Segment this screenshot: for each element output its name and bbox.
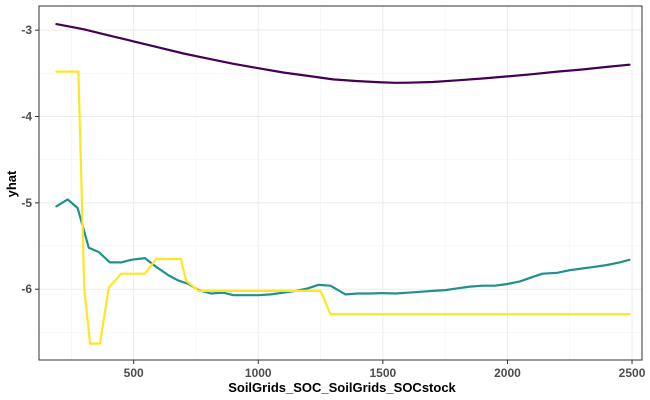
series-line-3 — [55, 70, 631, 345]
series-lines — [55, 23, 631, 345]
y-axis-title: yhat — [4, 170, 19, 197]
x-tick-label: 1500 — [370, 366, 397, 380]
x-tick-label: 1000 — [245, 366, 272, 380]
y-tick-label: -3 — [21, 23, 32, 37]
y-tick-label: -6 — [21, 282, 32, 296]
x-axis-title: SoilGrids_SOC_SoilGrids_SOCstock — [228, 380, 456, 395]
x-tick-label: 2000 — [494, 366, 521, 380]
series-line-1 — [55, 23, 631, 84]
plot-panel-border — [38, 5, 643, 361]
y-tick-label: -4 — [21, 110, 32, 124]
x-tick-label: 500 — [124, 366, 144, 380]
grid-lines — [39, 6, 642, 360]
series-line-2 — [55, 198, 631, 297]
y-tick-label: -5 — [21, 196, 32, 210]
axis-ticks: 500 1000 1500 2000 2500 -3 -4 -5 -6 — [21, 23, 645, 380]
x-tick-label: 2500 — [619, 366, 646, 380]
